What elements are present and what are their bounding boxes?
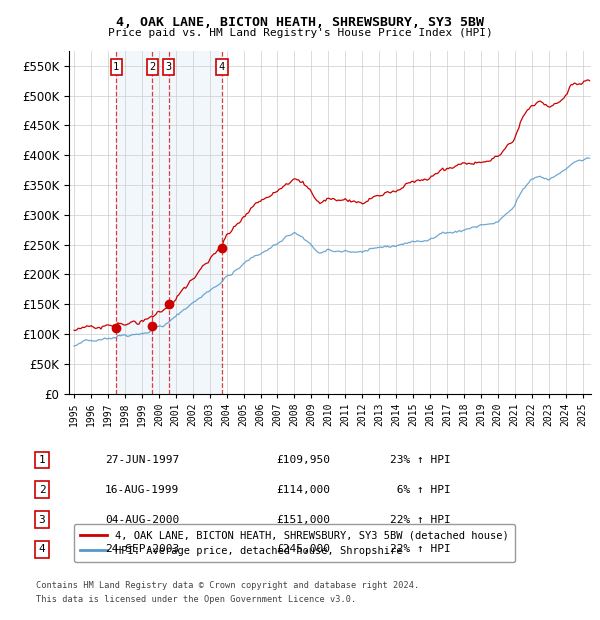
Text: 4: 4 <box>38 544 46 554</box>
Text: 1: 1 <box>38 455 46 465</box>
Text: 23% ↑ HPI: 23% ↑ HPI <box>390 455 451 465</box>
Text: 04-AUG-2000: 04-AUG-2000 <box>105 515 179 525</box>
Text: Price paid vs. HM Land Registry's House Price Index (HPI): Price paid vs. HM Land Registry's House … <box>107 28 493 38</box>
Text: 2: 2 <box>38 485 46 495</box>
Text: Contains HM Land Registry data © Crown copyright and database right 2024.: Contains HM Land Registry data © Crown c… <box>36 581 419 590</box>
Text: 2: 2 <box>149 62 155 72</box>
Text: 16-AUG-1999: 16-AUG-1999 <box>105 485 179 495</box>
Text: 1: 1 <box>113 62 119 72</box>
Text: 4, OAK LANE, BICTON HEATH, SHREWSBURY, SY3 5BW: 4, OAK LANE, BICTON HEATH, SHREWSBURY, S… <box>116 16 484 29</box>
Text: 22% ↑ HPI: 22% ↑ HPI <box>390 544 451 554</box>
Text: £109,950: £109,950 <box>276 455 330 465</box>
Text: 6% ↑ HPI: 6% ↑ HPI <box>390 485 451 495</box>
Text: 4: 4 <box>219 62 225 72</box>
Text: £114,000: £114,000 <box>276 485 330 495</box>
Text: 3: 3 <box>166 62 172 72</box>
Text: £151,000: £151,000 <box>276 515 330 525</box>
Text: 27-JUN-1997: 27-JUN-1997 <box>105 455 179 465</box>
Text: This data is licensed under the Open Government Licence v3.0.: This data is licensed under the Open Gov… <box>36 595 356 604</box>
Legend: 4, OAK LANE, BICTON HEATH, SHREWSBURY, SY3 5BW (detached house), HPI: Average pr: 4, OAK LANE, BICTON HEATH, SHREWSBURY, S… <box>74 524 515 562</box>
Text: 24-SEP-2003: 24-SEP-2003 <box>105 544 179 554</box>
Text: £245,000: £245,000 <box>276 544 330 554</box>
Bar <box>116 51 222 394</box>
Text: 22% ↑ HPI: 22% ↑ HPI <box>390 515 451 525</box>
Text: 3: 3 <box>38 515 46 525</box>
